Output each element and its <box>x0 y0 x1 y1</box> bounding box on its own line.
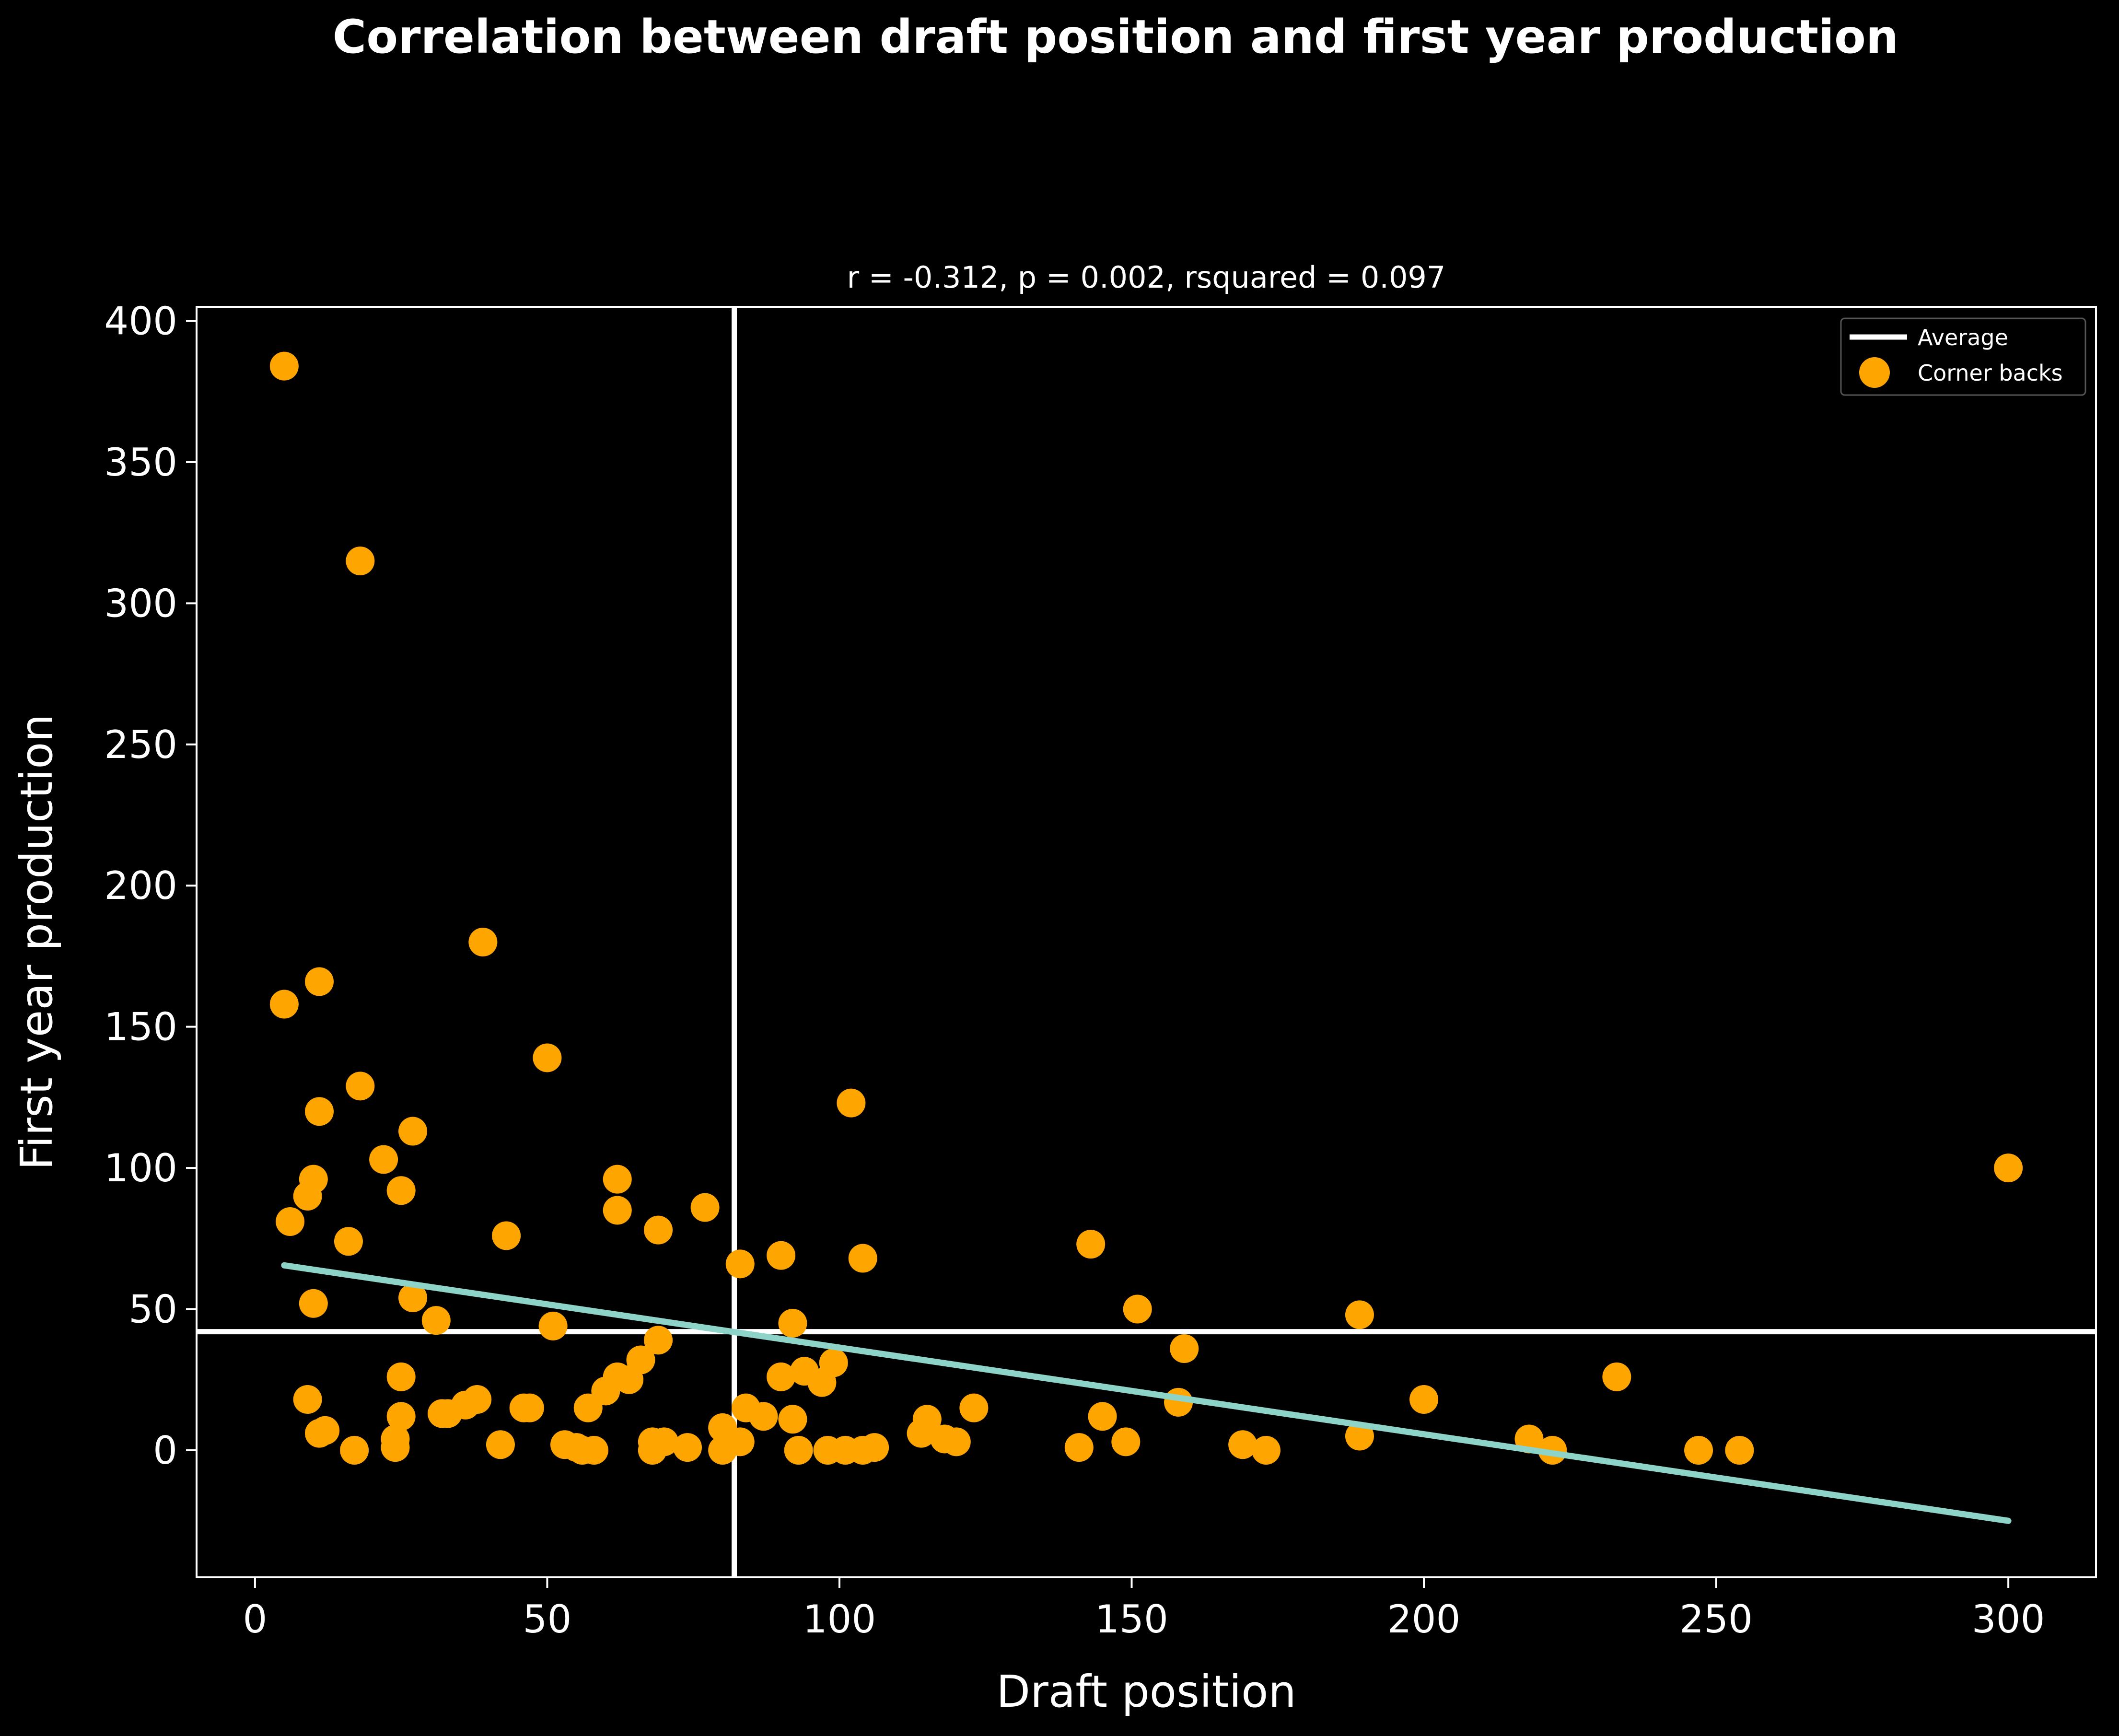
y-tick-label: 0 <box>153 1428 177 1473</box>
data-point <box>767 1362 796 1391</box>
data-point <box>1602 1362 1631 1391</box>
data-point <box>346 1072 375 1101</box>
data-point <box>749 1402 778 1431</box>
y-tick-label: 250 <box>104 722 177 767</box>
data-point <box>1111 1427 1141 1456</box>
data-point <box>1251 1436 1281 1465</box>
data-point <box>644 1326 673 1355</box>
data-point <box>486 1430 515 1459</box>
legend: Average Corner backs <box>1840 317 2086 396</box>
chart-subtitle: r = -0.312, p = 0.002, rsquared = 0.097 <box>847 260 1446 295</box>
data-point <box>276 1207 305 1236</box>
y-tick-label: 300 <box>104 581 177 626</box>
x-tick-label: 200 <box>1387 1597 1461 1642</box>
data-point <box>269 990 299 1019</box>
data-point <box>386 1402 416 1431</box>
y-tick-label: 150 <box>104 1005 177 1049</box>
data-point <box>1409 1385 1439 1414</box>
data-point <box>912 1405 942 1434</box>
data-point <box>293 1385 322 1414</box>
legend-average-label: Average <box>1918 325 2008 350</box>
data-point <box>381 1433 410 1462</box>
data-point <box>690 1193 720 1222</box>
data-point <box>848 1244 877 1273</box>
y-tick-label: 400 <box>104 299 177 343</box>
data-point <box>784 1436 813 1465</box>
data-point <box>305 1419 334 1448</box>
y-axis: 0 50 100 150 200 250 300 350 400 <box>104 299 197 1473</box>
chart-title: Correlation between draft position and f… <box>333 10 1898 64</box>
y-axis-label: First year production <box>11 714 62 1170</box>
x-axis: 0 50 100 150 200 250 300 <box>243 1577 2045 1642</box>
x-tick-label: 0 <box>243 1597 267 1642</box>
data-point <box>305 967 334 996</box>
data-point <box>650 1427 679 1456</box>
data-point <box>398 1283 428 1312</box>
data-point <box>837 1088 866 1118</box>
data-point <box>346 547 375 575</box>
regression-line <box>281 1262 2012 1524</box>
data-point <box>386 1176 416 1205</box>
data-point <box>334 1227 363 1256</box>
data-point <box>1123 1294 1152 1324</box>
x-axis-label: Draft position <box>996 1666 1296 1717</box>
data-point <box>1076 1230 1106 1259</box>
x-tick-label: 100 <box>803 1597 876 1642</box>
data-point <box>421 1306 451 1335</box>
data-point <box>1684 1436 1713 1465</box>
data-point <box>819 1348 848 1377</box>
data-point <box>463 1385 492 1414</box>
data-point <box>340 1436 369 1465</box>
data-point <box>515 1393 544 1422</box>
x-tick-label: 300 <box>1972 1597 2045 1642</box>
data-point <box>293 1182 322 1211</box>
data-point <box>603 1165 632 1194</box>
plot-area <box>197 307 2096 1577</box>
data-point <box>305 1097 334 1126</box>
legend-corner-backs-swatch <box>1859 357 1890 388</box>
data-point <box>778 1309 807 1338</box>
data-point <box>533 1043 562 1072</box>
data-point <box>369 1145 398 1174</box>
x-tick-label: 250 <box>1679 1597 1753 1642</box>
y-tick-label: 50 <box>128 1287 177 1332</box>
x-tick-label: 50 <box>523 1597 572 1642</box>
data-point <box>468 928 498 956</box>
data-point <box>1345 1421 1374 1451</box>
data-point <box>1170 1334 1199 1363</box>
data-point <box>603 1196 632 1225</box>
y-tick-label: 350 <box>104 440 177 485</box>
data-point <box>644 1215 673 1245</box>
data-point <box>778 1405 807 1434</box>
data-point <box>1064 1433 1094 1462</box>
data-point <box>398 1117 428 1146</box>
data-point <box>579 1436 608 1465</box>
data-point <box>626 1345 655 1375</box>
data-point <box>1725 1436 1754 1465</box>
data-point <box>860 1433 889 1462</box>
legend-corner-backs-label: Corner backs <box>1918 360 2063 386</box>
data-point <box>386 1362 416 1391</box>
axes-frame <box>196 306 2097 1578</box>
x-tick-label: 150 <box>1095 1597 1168 1642</box>
data-point <box>1994 1153 2023 1183</box>
data-point <box>959 1393 989 1422</box>
data-point <box>1088 1402 1117 1431</box>
data-point <box>492 1221 521 1250</box>
data-point <box>1228 1430 1257 1459</box>
data-point <box>725 1249 755 1279</box>
y-tick-label: 100 <box>104 1146 177 1190</box>
data-point <box>767 1241 796 1270</box>
data-point <box>299 1289 328 1318</box>
data-point <box>673 1433 702 1462</box>
data-point <box>538 1311 568 1340</box>
data-point <box>725 1427 755 1456</box>
data-point <box>942 1427 971 1456</box>
y-tick-label: 200 <box>104 863 177 908</box>
data-point <box>269 351 299 381</box>
data-point <box>1345 1300 1374 1329</box>
